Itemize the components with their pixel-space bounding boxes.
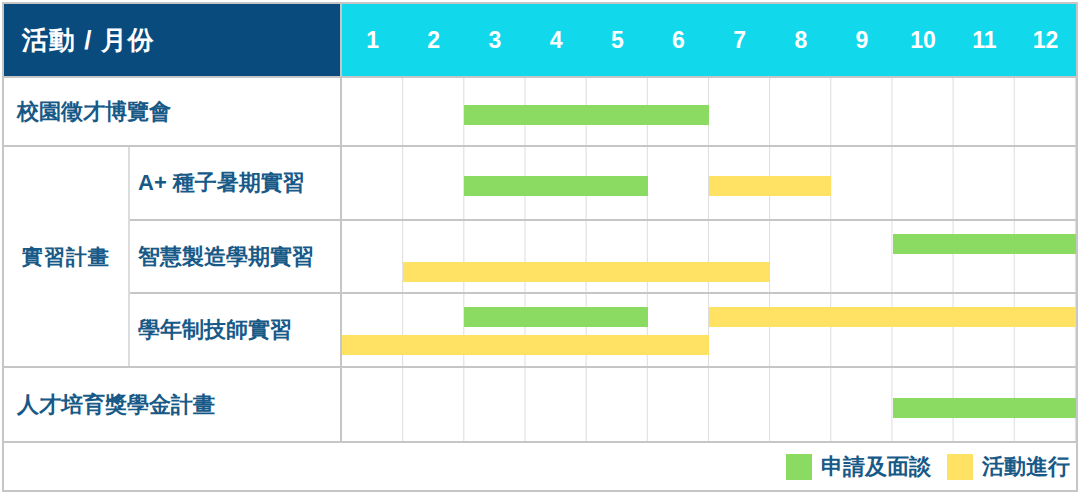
gantt-table: 活動 / 月份 123456789101112 校園徵才博覽會 實習計畫 A+ … — [2, 2, 1078, 492]
row-label: 校園徵才博覽會 — [4, 97, 171, 127]
row-label-cell: A+ 種子暑期實習 — [130, 147, 340, 219]
table-row: 智慧製造學期實習 — [130, 221, 1076, 295]
gantt-bar-green — [464, 307, 648, 327]
gantt-bar-yellow — [403, 262, 770, 282]
row-label: 人才培育獎學金計畫 — [4, 390, 215, 420]
table-row: A+ 種子暑期實習 — [130, 147, 1076, 221]
gantt-bar-green — [893, 398, 1077, 418]
row-label: 智慧製造學期實習 — [138, 242, 314, 272]
row-label-cell: 校園徵才博覽會 — [4, 78, 340, 145]
month-header-6: 6 — [648, 4, 709, 76]
gantt-row-track — [340, 147, 1076, 219]
legend-item-green: 申請及面談 — [786, 452, 931, 482]
gantt-row-track — [340, 294, 1076, 366]
gantt-bar-yellow — [709, 307, 1076, 327]
gantt-row-track — [340, 221, 1076, 293]
group-rows-block: 實習計畫 A+ 種子暑期實習 智慧製造學期實習 學年制技師實習 — [4, 147, 1076, 368]
gantt-row-track — [340, 368, 1076, 441]
gantt-bar-yellow — [709, 176, 831, 196]
row-label-cell: 智慧製造學期實習 — [130, 221, 340, 293]
month-header-10: 10 — [893, 4, 954, 76]
row-label: 學年制技師實習 — [138, 315, 292, 345]
table-row: 人才培育獎學金計畫 — [4, 368, 1076, 443]
month-header-4: 4 — [526, 4, 587, 76]
group-subrows: A+ 種子暑期實習 智慧製造學期實習 學年制技師實習 — [130, 147, 1076, 366]
row-label-cell: 人才培育獎學金計畫 — [4, 368, 340, 441]
month-header-5: 5 — [587, 4, 648, 76]
legend: 申請及面談 活動進行 — [4, 443, 1076, 490]
table-row: 校園徵才博覽會 — [4, 78, 1076, 147]
month-header-3: 3 — [464, 4, 525, 76]
table-header-row: 活動 / 月份 123456789101112 — [4, 4, 1076, 78]
month-header-1: 1 — [342, 4, 403, 76]
legend-label: 申請及面談 — [821, 452, 931, 482]
group-label: 實習計畫 — [22, 243, 110, 271]
legend-item-yellow: 活動進行 — [947, 452, 1070, 482]
table-row: 學年制技師實習 — [130, 294, 1076, 366]
gantt-bar-yellow — [342, 335, 709, 355]
month-header-9: 9 — [831, 4, 892, 76]
month-header-row: 123456789101112 — [340, 4, 1076, 76]
group-label-cell: 實習計畫 — [4, 147, 130, 366]
gantt-bar-green — [464, 105, 709, 125]
month-header-11: 11 — [954, 4, 1015, 76]
corner-header-cell: 活動 / 月份 — [4, 4, 340, 76]
row-label: A+ 種子暑期實習 — [138, 168, 305, 198]
legend-label: 活動進行 — [982, 452, 1070, 482]
month-header-8: 8 — [770, 4, 831, 76]
gantt-row-track — [340, 78, 1076, 145]
month-header-2: 2 — [403, 4, 464, 76]
month-header-7: 7 — [709, 4, 770, 76]
row-label-cell: 學年制技師實習 — [130, 294, 340, 366]
gantt-bar-green — [893, 234, 1077, 254]
green-swatch-icon — [786, 454, 812, 480]
corner-header-label: 活動 / 月份 — [22, 23, 155, 58]
month-header-12: 12 — [1015, 4, 1076, 76]
yellow-swatch-icon — [947, 454, 973, 480]
gantt-bar-green — [464, 176, 648, 196]
